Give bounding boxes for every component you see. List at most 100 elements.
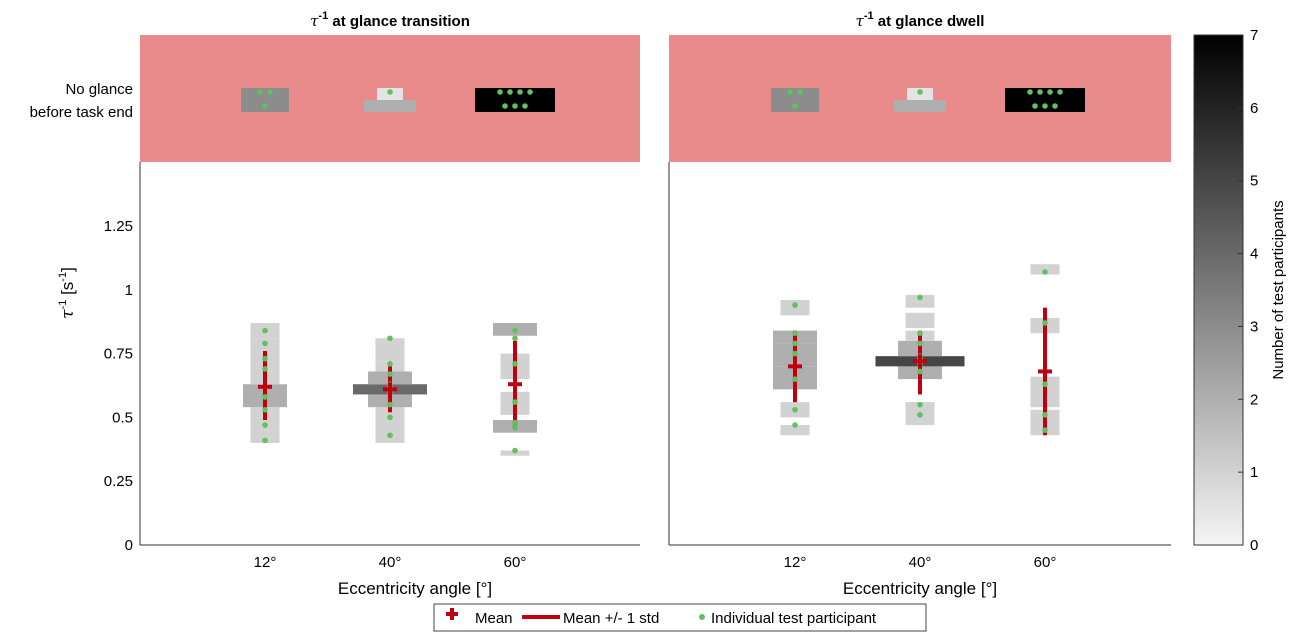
no-glance-bin	[364, 100, 416, 112]
participant-point	[512, 103, 518, 109]
participant-point	[787, 89, 793, 95]
colorbar-tick-label: 3	[1250, 318, 1258, 335]
x-tick-label: 12°	[254, 554, 277, 571]
no-glance-cell	[364, 88, 416, 112]
participant-point	[512, 327, 518, 334]
histogram-bin	[905, 312, 935, 329]
participant-point	[517, 89, 523, 95]
participant-point	[1052, 103, 1058, 109]
participant-point	[1042, 412, 1048, 418]
x-tick-label: 12°	[784, 554, 807, 571]
no-glance-cell	[475, 88, 555, 112]
participant-point	[917, 89, 923, 95]
participant-point	[917, 401, 923, 408]
column-1	[875, 294, 965, 426]
participant-point	[502, 103, 508, 109]
mean-marker	[258, 379, 272, 394]
y-tick-label: 1.25	[104, 218, 133, 235]
participant-point	[512, 361, 518, 367]
participant-point	[1037, 89, 1043, 95]
participant-point	[522, 103, 528, 109]
participant-point	[1042, 103, 1048, 109]
participant-point	[387, 335, 393, 342]
colorbar-tick-label: 0	[1250, 537, 1258, 554]
participant-point	[792, 340, 798, 347]
y-axis-label: τ-1 [s-1]	[57, 267, 78, 319]
participant-point	[792, 350, 798, 357]
participant-point	[917, 412, 923, 418]
participant-point	[1042, 381, 1048, 388]
column-2	[1030, 264, 1060, 436]
colorbar-tick-label: 1	[1250, 464, 1258, 481]
no-glance-cell	[241, 88, 289, 112]
colorbar: 0 1 2 3 4 5 6 7 Number of test participants	[1193, 27, 1287, 554]
participant-point	[1057, 89, 1063, 95]
x-tick-label: 40°	[379, 554, 402, 571]
y-tick-label: 0.25	[104, 473, 133, 490]
participant-point	[527, 89, 533, 95]
participant-point	[1027, 89, 1033, 95]
participant-point	[267, 89, 273, 95]
participant-point	[917, 294, 923, 301]
participant-point	[1032, 103, 1038, 109]
participant-point	[792, 406, 798, 413]
participant-point	[1042, 269, 1048, 275]
no-glance-cell	[894, 88, 946, 112]
panel-transition: τ-1 at glance transition No glance befor…	[30, 10, 640, 598]
participant-point	[917, 340, 923, 347]
participant-point	[797, 89, 803, 95]
participant-point	[387, 432, 393, 439]
no-glance-label-line2: before task end	[30, 104, 133, 121]
no-glance-cell	[771, 88, 819, 112]
colorbar-tick-label: 6	[1250, 100, 1258, 117]
participant-point	[792, 302, 798, 308]
colorbar-label: Number of test participants	[1270, 200, 1287, 379]
participant-point	[262, 406, 268, 413]
column-0	[243, 322, 287, 444]
x-axis-label: Eccentricity angle [°]	[338, 579, 492, 598]
participant-point	[262, 366, 268, 372]
colorbar-tick-label: 7	[1250, 27, 1258, 44]
legend-box	[433, 603, 927, 632]
mean-marker	[383, 382, 397, 397]
participant-point	[792, 103, 798, 109]
participant-point	[1042, 320, 1048, 326]
legend-individual-dot	[699, 614, 705, 620]
histogram-bin	[780, 425, 810, 436]
legend: Mean Mean +/- 1 std Individual test part…	[433, 603, 927, 632]
colorbar-tick-label: 2	[1250, 391, 1258, 408]
legend-std-label: Mean +/- 1 std	[563, 610, 659, 627]
panel-title: τ-1 at glance dwell	[856, 10, 985, 30]
column-2	[493, 322, 537, 456]
participant-point	[512, 399, 518, 405]
participant-point	[387, 414, 393, 421]
column-1	[353, 335, 427, 443]
participant-point	[497, 89, 503, 95]
participant-point	[512, 447, 518, 454]
y-tick-label: 1	[125, 282, 133, 299]
participant-point	[262, 437, 268, 444]
mean-marker	[1038, 364, 1052, 379]
y-tick-label: 0.5	[112, 409, 133, 426]
legend-mean-marker	[446, 608, 458, 620]
participant-point	[262, 340, 268, 347]
participant-point	[792, 376, 798, 382]
participant-point	[387, 371, 393, 377]
column-0	[773, 300, 817, 436]
mean-marker	[508, 377, 522, 392]
participant-point	[262, 422, 268, 428]
colorbar-tick-label: 5	[1250, 173, 1258, 190]
colorbar-tick-label: 4	[1250, 246, 1258, 263]
participant-point	[257, 89, 263, 95]
participant-point	[512, 335, 518, 342]
participant-point	[917, 330, 923, 336]
histogram-bin	[250, 430, 280, 443]
x-tick-label: 60°	[1034, 554, 1057, 571]
participant-point	[507, 89, 513, 95]
participant-point	[387, 361, 393, 367]
y-tick-label: 0	[125, 537, 133, 554]
participant-point	[792, 330, 798, 336]
participant-point	[262, 394, 268, 400]
no-glance-bin	[894, 100, 946, 112]
participant-point	[512, 419, 518, 426]
